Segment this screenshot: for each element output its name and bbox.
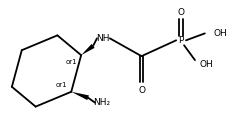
Text: O: O [137, 86, 144, 95]
Text: P: P [178, 36, 183, 45]
Text: OH: OH [199, 60, 213, 69]
Text: O: O [177, 8, 184, 17]
Text: NH₂: NH₂ [93, 98, 110, 107]
Text: NH: NH [96, 34, 109, 43]
Polygon shape [71, 92, 89, 100]
Polygon shape [81, 44, 94, 55]
Text: or1: or1 [65, 59, 77, 65]
Text: OH: OH [213, 29, 226, 38]
Text: or1: or1 [55, 82, 67, 88]
